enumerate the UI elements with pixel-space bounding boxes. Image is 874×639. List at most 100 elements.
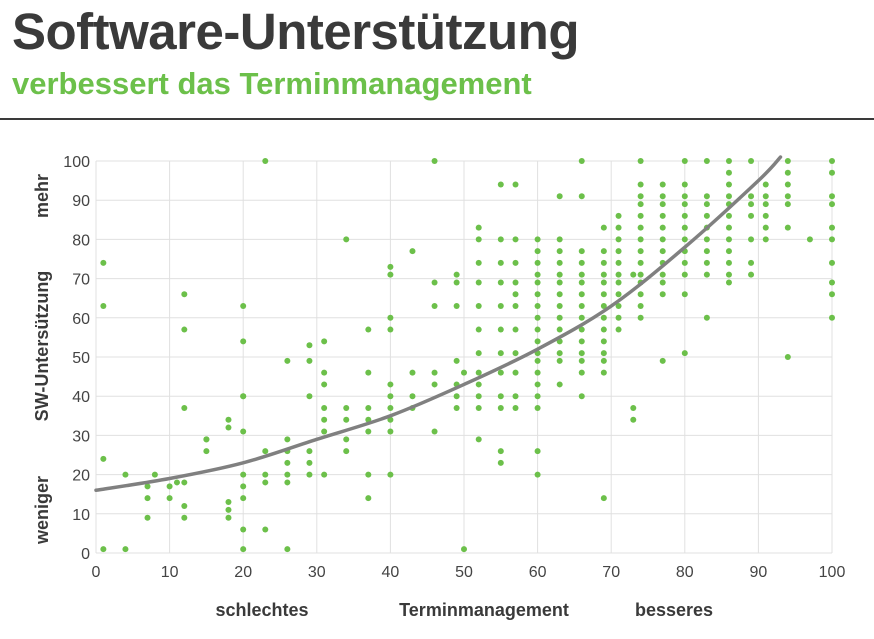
data-point bbox=[284, 436, 291, 443]
data-point bbox=[453, 303, 460, 310]
data-point bbox=[387, 428, 394, 435]
data-point bbox=[534, 291, 541, 298]
data-point bbox=[497, 181, 504, 188]
data-point bbox=[600, 357, 607, 364]
data-point bbox=[225, 416, 232, 423]
data-point bbox=[512, 181, 519, 188]
data-point bbox=[600, 291, 607, 298]
data-point bbox=[306, 471, 313, 478]
tick-labels: 0 10 20 30 40 50 60 70 80 90 100 0 10 20 30 40 50 60 70 80 9… bbox=[63, 154, 845, 581]
data-point bbox=[578, 369, 585, 376]
data-point bbox=[615, 271, 622, 278]
data-point bbox=[461, 369, 467, 376]
data-point bbox=[829, 291, 835, 298]
data-point bbox=[762, 181, 769, 188]
data-point bbox=[829, 279, 835, 286]
data-point bbox=[240, 338, 247, 345]
y-annotation-high: mehr bbox=[32, 174, 52, 218]
data-point bbox=[461, 546, 467, 553]
data-point bbox=[365, 369, 372, 376]
data-point bbox=[578, 326, 585, 333]
data-point bbox=[306, 357, 313, 364]
data-point bbox=[144, 495, 151, 502]
x-tick-label: 100 bbox=[819, 564, 846, 581]
data-point bbox=[534, 393, 541, 400]
data-point bbox=[387, 326, 394, 333]
data-point bbox=[829, 193, 835, 200]
data-point bbox=[387, 471, 394, 478]
data-point bbox=[203, 448, 210, 455]
data-point bbox=[784, 193, 791, 200]
trend-line bbox=[94, 155, 783, 493]
data-point bbox=[578, 193, 585, 200]
data-point bbox=[556, 350, 563, 357]
data-point bbox=[387, 404, 394, 411]
data-point bbox=[725, 169, 732, 176]
data-point bbox=[725, 181, 732, 188]
data-point bbox=[181, 326, 188, 333]
data-point bbox=[762, 224, 769, 231]
data-point bbox=[343, 436, 350, 443]
y-tick-label: 20 bbox=[72, 468, 90, 485]
data-point bbox=[637, 303, 644, 310]
data-point bbox=[681, 224, 688, 231]
data-point bbox=[681, 201, 688, 208]
data-point bbox=[703, 248, 710, 255]
data-point bbox=[534, 404, 541, 411]
data-point bbox=[630, 404, 637, 411]
data-point bbox=[225, 506, 232, 513]
data-point bbox=[321, 404, 328, 411]
data-point bbox=[556, 303, 563, 310]
data-point bbox=[181, 291, 188, 298]
y-tick-label: 60 bbox=[72, 311, 90, 328]
data-point bbox=[431, 303, 438, 310]
data-point bbox=[262, 471, 269, 478]
data-point bbox=[497, 404, 504, 411]
data-point bbox=[681, 236, 688, 243]
data-point bbox=[240, 495, 247, 502]
data-point bbox=[615, 248, 622, 255]
data-point bbox=[703, 212, 710, 219]
data-point bbox=[725, 271, 732, 278]
data-point bbox=[534, 369, 541, 376]
data-point bbox=[578, 291, 585, 298]
data-point bbox=[556, 291, 563, 298]
data-point bbox=[578, 303, 585, 310]
data-point bbox=[181, 404, 188, 411]
x-axis-label: Terminmanagement bbox=[399, 600, 569, 620]
data-point bbox=[475, 404, 482, 411]
data-point bbox=[534, 303, 541, 310]
data-point bbox=[181, 479, 188, 486]
y-tick-label: 70 bbox=[72, 272, 90, 289]
data-point bbox=[829, 314, 835, 321]
x-tick-label: 80 bbox=[676, 564, 694, 581]
data-point bbox=[637, 314, 644, 321]
data-point bbox=[762, 236, 769, 243]
y-tick-label: 50 bbox=[72, 350, 90, 367]
data-point bbox=[512, 369, 519, 376]
data-point bbox=[578, 350, 585, 357]
data-point bbox=[122, 546, 129, 553]
data-point bbox=[409, 393, 416, 400]
data-point bbox=[365, 471, 372, 478]
data-point bbox=[784, 158, 791, 164]
data-point bbox=[100, 455, 107, 462]
y-tick-label: 80 bbox=[72, 232, 90, 249]
data-point bbox=[637, 193, 644, 200]
data-point bbox=[497, 259, 504, 266]
data-point bbox=[262, 158, 269, 164]
data-point bbox=[659, 291, 666, 298]
data-point bbox=[600, 338, 607, 345]
data-point bbox=[637, 259, 644, 266]
data-point bbox=[748, 236, 755, 243]
chart-title: Software-Unterstützung bbox=[12, 3, 579, 60]
data-point bbox=[475, 369, 482, 376]
data-point bbox=[387, 314, 394, 321]
data-point bbox=[600, 369, 607, 376]
data-point bbox=[659, 212, 666, 219]
data-point bbox=[600, 259, 607, 266]
data-point bbox=[681, 259, 688, 266]
data-point bbox=[748, 259, 755, 266]
data-point bbox=[556, 357, 563, 364]
data-point bbox=[534, 314, 541, 321]
